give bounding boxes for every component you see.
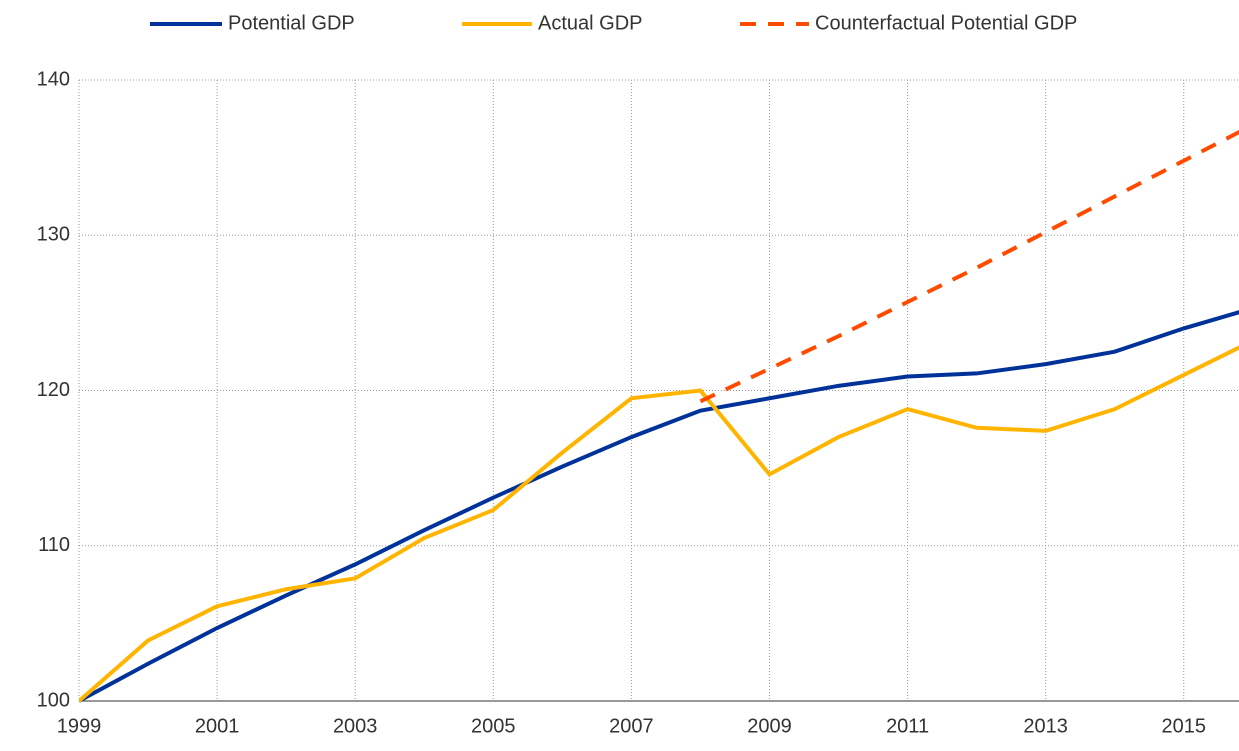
series-line	[699, 129, 1239, 404]
y-tick-label: 120	[37, 379, 70, 401]
y-tick-label: 100	[37, 689, 70, 711]
x-tick-label: 2013	[1023, 715, 1068, 737]
x-tick-label: 2007	[609, 715, 654, 737]
x-tick-label: 2009	[747, 715, 792, 737]
x-tick-label: 2005	[471, 715, 516, 737]
y-tick-label: 130	[37, 224, 70, 246]
x-tick-label: 2011	[886, 715, 929, 737]
y-tick-label: 140	[37, 68, 70, 90]
legend-label: Potential GDP	[228, 12, 355, 34]
legend-label: Actual GDP	[538, 12, 642, 34]
x-tick-label: 2015	[1162, 715, 1207, 737]
y-tick-label: 110	[38, 534, 70, 556]
plot-area	[79, 129, 1239, 703]
x-tick-label: 2003	[333, 715, 378, 737]
x-tick-label: 2001	[195, 715, 240, 737]
series-line	[79, 310, 1239, 703]
legend-label: Counterfactual Potential GDP	[815, 12, 1077, 34]
x-tick-label: 1999	[57, 715, 102, 737]
series-line	[79, 345, 1239, 703]
